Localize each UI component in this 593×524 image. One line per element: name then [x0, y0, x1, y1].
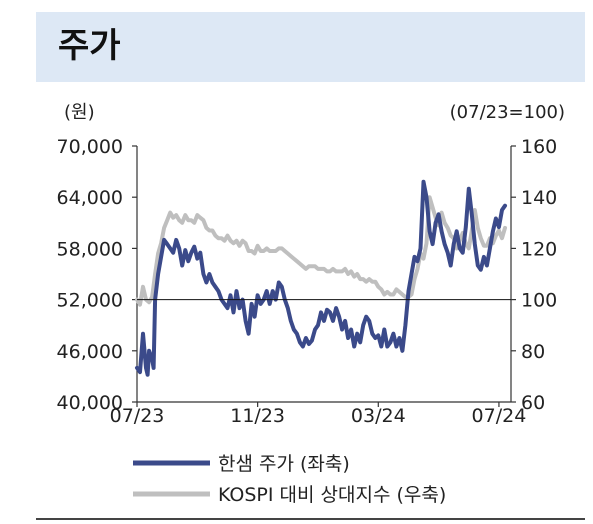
- right-axis-tick-label: 60: [521, 392, 545, 414]
- hanssem-price-line: [135, 179, 507, 377]
- left-axis-tick-label: 58,000: [57, 238, 123, 260]
- page-title: 주가: [58, 26, 121, 66]
- header-band: 주가: [36, 12, 585, 82]
- right-axis-tick-label: 80: [521, 341, 545, 363]
- left-axis-tick-label: 64,000: [57, 187, 123, 209]
- left-axis-tick-label: 40,000: [57, 392, 123, 414]
- x-axis-tick-label: 07/23: [110, 405, 165, 427]
- legend: 한샘 주가 (좌축) KOSPI 대비 상대지수 (우축): [133, 453, 446, 506]
- left-axis-tick-label: 52,000: [57, 290, 123, 312]
- kospi-relative-line: [135, 195, 507, 307]
- bottom-divider: [36, 518, 585, 520]
- left-axis-tick-label: 70,000: [57, 136, 123, 158]
- right-axis-tick-label: 120: [521, 238, 557, 260]
- left-axis-tick-label: 46,000: [57, 341, 123, 363]
- right-axis-tick-label: 100: [521, 290, 557, 312]
- right-axis-tick-label: 140: [521, 187, 557, 209]
- right-axis-tick-label: 160: [521, 136, 557, 158]
- x-axis-tick-label: 03/24: [351, 405, 406, 427]
- series-lines: [135, 179, 511, 377]
- left-axis-unit-label: (원): [64, 102, 95, 123]
- x-axis-tick-label: 07/24: [472, 405, 527, 427]
- legend-label: 한샘 주가 (좌축): [218, 453, 350, 475]
- legend-label: KOSPI 대비 상대지수 (우축): [218, 484, 446, 506]
- x-axis-tick-label: 11/23: [230, 405, 285, 427]
- axes: 40,000 46,000 52,000 58,000 64,000 70,000 60 80…: [57, 136, 558, 427]
- right-axis-unit-label: (07/23=100): [450, 102, 565, 123]
